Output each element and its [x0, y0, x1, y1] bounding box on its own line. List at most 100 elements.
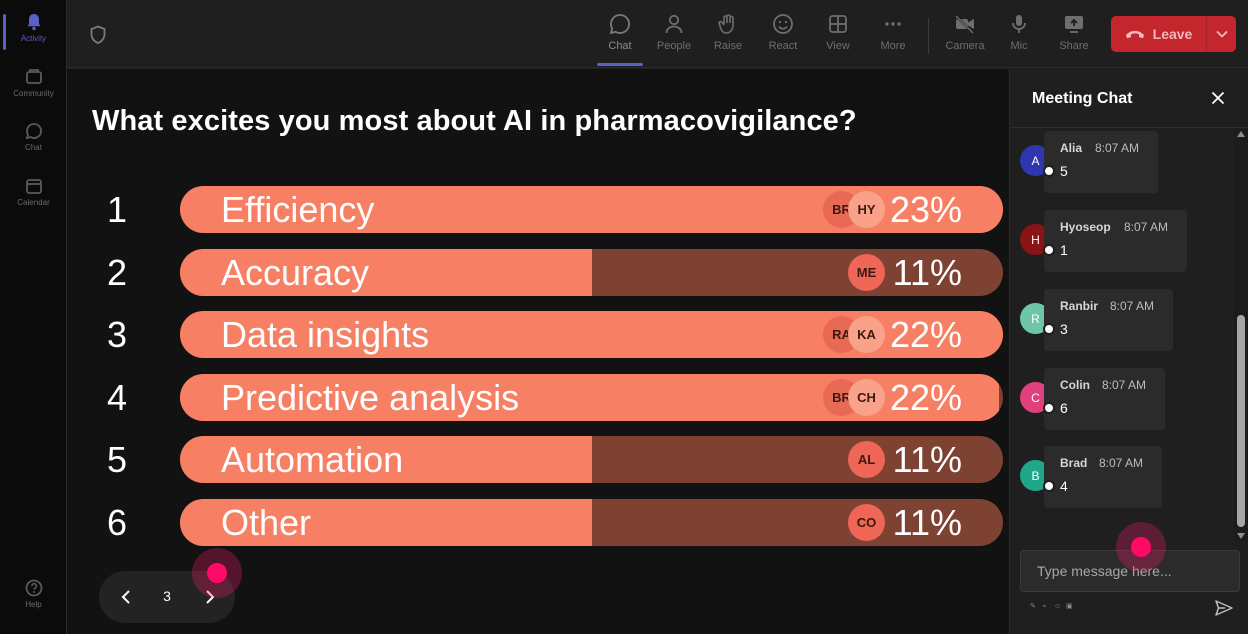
voter-avatar: CH [848, 379, 885, 416]
poll-option-number: 5 [107, 439, 128, 480]
message-timestamp: 8:07 AM [1124, 220, 1169, 234]
message-bubble[interactable]: Hyoseop 8:07 AM 1 [1044, 210, 1187, 272]
poll-option-label: Other [221, 502, 312, 543]
gif-icon[interactable]: ▣ [1066, 603, 1073, 610]
shield-icon[interactable] [89, 25, 107, 45]
chat-message: H Hyoseop 8:07 AM 1 [1020, 210, 1200, 274]
chat-header-divider [1010, 127, 1248, 128]
message-sender: Hyoseop [1060, 220, 1111, 234]
rail-item-calendar[interactable]: Calendar [0, 176, 67, 207]
presence-status-dot [1043, 402, 1055, 414]
message-timestamp: 8:07 AM [1102, 378, 1147, 392]
chat-button[interactable]: Chat [595, 12, 645, 66]
send-icon[interactable] [1214, 598, 1234, 618]
camera-button[interactable]: Camera [940, 12, 990, 60]
poll-option-label: Predictive analysis [221, 377, 520, 418]
poll-option-number: 1 [107, 189, 128, 230]
rail-item-label: Community [13, 89, 54, 98]
leave-options-button[interactable] [1206, 16, 1236, 52]
message-bubble[interactable]: Alia 8:07 AM 5 [1044, 131, 1158, 193]
emoji-icon[interactable]: ☺ [1054, 603, 1062, 610]
rail-item-label: Calendar [17, 198, 50, 207]
toolbar-divider [928, 18, 929, 54]
people-icon [665, 14, 683, 34]
format-icon[interactable]: ✎ [1030, 603, 1036, 610]
poll-option-label: Accuracy [221, 252, 370, 293]
message-bubble[interactable]: Colin 8:07 AM 6 [1044, 368, 1165, 430]
poll-option-bar: Efficiency BR HY 23% [180, 186, 1003, 233]
close-icon[interactable] [1209, 89, 1227, 107]
rail-item-help[interactable]: Help [0, 578, 67, 609]
click-indicator [192, 548, 242, 598]
mic-icon [1012, 15, 1026, 33]
voter-avatar: KA [848, 316, 885, 353]
calendar-icon [25, 179, 42, 194]
message-text: 3 [1060, 321, 1068, 337]
message-sender: Brad [1060, 456, 1088, 470]
more-button[interactable]: More [868, 12, 918, 60]
chat-icon [609, 14, 630, 35]
leave-button-group: Leave [1111, 16, 1236, 52]
format-toolbar: ✎ ⌁ ☺ ▣ [1030, 603, 1073, 610]
raise-hand-button-label: Raise [713, 40, 743, 52]
scroll-down-arrow[interactable] [1237, 533, 1245, 539]
compose-box [1020, 550, 1240, 592]
rail-item-activity[interactable]: Activity [0, 12, 67, 50]
meeting-toolbar: Chat People Raise React View More Camera… [67, 0, 1248, 68]
poll-option-fill [180, 436, 592, 483]
mic-button-label: Mic [1010, 40, 1028, 52]
message-bubble[interactable]: Brad 8:07 AM 4 [1044, 446, 1162, 508]
message-timestamp: 8:07 AM [1095, 141, 1140, 155]
rail-item-label: Chat [25, 143, 42, 152]
message-input[interactable] [1021, 551, 1239, 591]
rail-item-chat[interactable]: Chat [0, 121, 67, 152]
chevron-right-icon[interactable] [199, 585, 221, 609]
poll-option-label: Efficiency [221, 189, 375, 230]
chat-message: A Alia 8:07 AM 5 [1020, 131, 1200, 195]
share-screen-icon [1065, 16, 1083, 33]
scroll-up-arrow[interactable] [1237, 131, 1245, 137]
people-button[interactable]: People [649, 12, 699, 60]
poll-option-percent: 22% [889, 377, 962, 418]
chevron-down-icon [1215, 30, 1228, 38]
share-button[interactable]: Share [1049, 12, 1099, 60]
presence-status-dot [1043, 244, 1055, 256]
message-text: 1 [1060, 242, 1068, 258]
chat-icon [25, 123, 42, 140]
react-button[interactable]: React [758, 12, 808, 60]
camera-button-label: Camera [945, 40, 985, 52]
raise-hand-button[interactable]: Raise [703, 12, 753, 60]
hang-up-icon [1125, 30, 1144, 39]
chevron-left-icon[interactable] [115, 585, 137, 609]
more-button-label: More [880, 40, 906, 52]
poll-option-label: Data insights [221, 314, 430, 355]
poll-stage: What excites you most about AI in pharma… [67, 69, 1009, 634]
poll-option-number: 4 [107, 377, 128, 418]
rail-item-community[interactable]: Community [0, 67, 67, 98]
message-bubble[interactable]: Ranbir 8:07 AM 3 [1044, 289, 1173, 351]
mic-button[interactable]: Mic [994, 12, 1044, 60]
scrollbar-thumb[interactable] [1237, 315, 1245, 527]
poll-option-percent: 11% [892, 502, 962, 543]
leave-button[interactable]: Leave [1111, 16, 1206, 52]
poll-question: What excites you most about AI in pharma… [92, 105, 857, 137]
attach-icon[interactable]: ⌁ [1042, 603, 1047, 610]
bell-icon [26, 14, 41, 31]
poll-option-bar: Automation AL 11% [180, 436, 1003, 483]
message-text: 5 [1060, 163, 1068, 179]
emoji-icon [773, 14, 793, 34]
camera-off-icon [955, 15, 974, 34]
message-sender: Alia [1060, 141, 1083, 155]
presence-status-dot [1043, 480, 1055, 492]
message-text: 4 [1060, 478, 1068, 494]
poll-option-bar: Predictive analysis BR CH 22% [180, 374, 1003, 421]
chat-panel-title: Meeting Chat [1032, 90, 1133, 107]
chat-scrollbar[interactable] [1234, 129, 1248, 541]
chat-message: C Colin 8:07 AM 6 [1020, 368, 1200, 432]
view-button[interactable]: View [813, 12, 863, 60]
voter-avatar: ME [848, 254, 885, 291]
poll-option-percent: 11% [892, 252, 962, 293]
poll-option-bar: Data insights RA KA 22% [180, 311, 1003, 358]
poll-option-number: 2 [107, 252, 128, 293]
message-timestamp: 8:07 AM [1099, 456, 1144, 470]
